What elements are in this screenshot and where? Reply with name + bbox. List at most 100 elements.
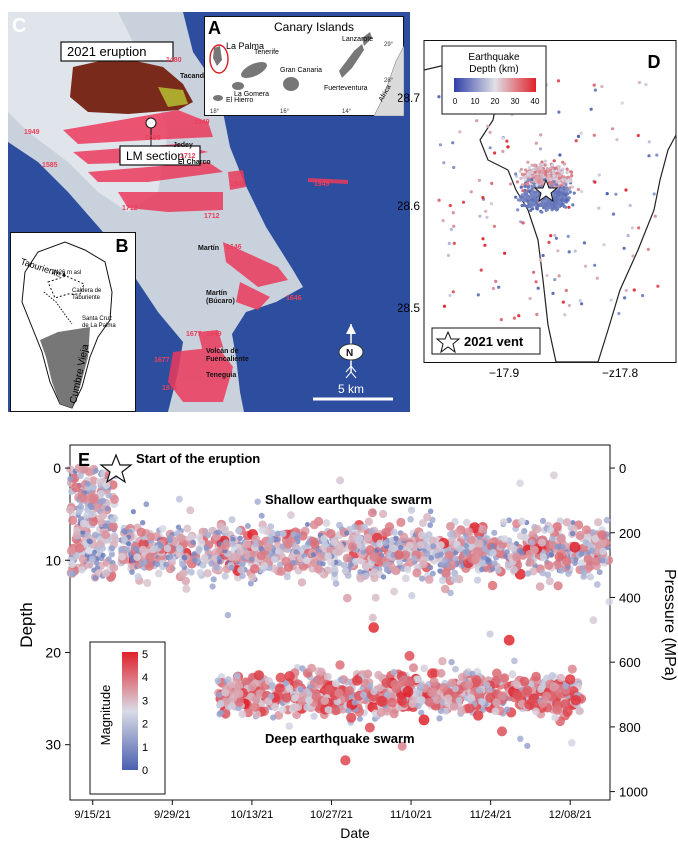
epicenter-point [530, 163, 534, 167]
earthquake-point [489, 543, 496, 549]
label-el-hierro: El Hierro [226, 97, 253, 104]
earthquake-point [393, 535, 399, 541]
annotation-deep: Deep earthquake swarm [265, 731, 415, 746]
epicenter-point [605, 192, 609, 196]
earthquake-point [330, 538, 339, 547]
x-tick-label: 9/15/21 [74, 809, 111, 821]
earthquake-point [203, 545, 210, 552]
epicenter-point [560, 181, 564, 185]
earthquake-point [443, 561, 450, 568]
earthquake-point [467, 535, 476, 545]
earthquake-point [486, 630, 494, 638]
earthquake-point [279, 530, 287, 538]
epicenter-point [560, 171, 564, 175]
epicenter-point [636, 133, 640, 138]
earthquake-point [418, 709, 425, 716]
epicenter-point [561, 167, 565, 171]
eruption-start-star-icon [99, 453, 133, 484]
earthquake-point [347, 542, 358, 552]
earthquake-point [427, 522, 434, 528]
earthquake-point [133, 553, 141, 561]
epicenter-point [478, 214, 482, 218]
label-tenerife: Tenerife [254, 49, 279, 56]
epicenter-point [518, 198, 522, 202]
earthquake-point [599, 547, 607, 556]
epicenter-point [624, 288, 628, 293]
earthquake-point [437, 568, 443, 574]
north-label: N [346, 348, 353, 359]
epicenter-point [499, 318, 503, 322]
epicenter-point [535, 183, 539, 187]
epicenter-point [547, 240, 551, 244]
label-lanzarote: Lanzarote [342, 36, 373, 43]
earthquake-point [125, 541, 131, 547]
year-label: 1677 [186, 331, 202, 338]
earthquake-point [208, 560, 215, 567]
epicenter-point [630, 226, 634, 230]
earthquake-point [516, 532, 525, 540]
epicenter-point [535, 179, 539, 183]
earthquake-point [263, 542, 273, 552]
earthquake-point [67, 475, 74, 482]
earthquake-point [274, 683, 285, 694]
earthquake-point [118, 546, 126, 553]
earthquake-point [512, 552, 521, 562]
epicenter-point [520, 193, 524, 197]
epicenter-point [564, 205, 568, 209]
epicenter-point [452, 224, 456, 228]
earthquake-point [380, 574, 387, 580]
earthquake-point [88, 517, 98, 527]
earthquake-point [331, 570, 338, 577]
earthquake-point [89, 483, 97, 491]
epicenter-point [483, 243, 487, 247]
earthquake-point [427, 508, 434, 515]
earthquake-point [247, 682, 257, 692]
earthquake-point [548, 672, 556, 680]
earthquake-point [524, 742, 531, 749]
epicenter-point [523, 199, 527, 203]
earthquake-point [437, 541, 445, 549]
lon-tick: 16° [280, 109, 290, 115]
africa-coast [373, 45, 404, 116]
lm-section-marker [145, 117, 157, 129]
epicenter-point [521, 221, 525, 225]
epicenter-point [446, 253, 450, 257]
epicenter-point [637, 226, 641, 230]
earthquake-point [85, 560, 94, 569]
epicenter-point [595, 276, 599, 280]
epicenter-point [614, 192, 618, 196]
y2-tick-label: 800 [619, 720, 641, 735]
earthquake-point [370, 688, 378, 696]
earthquake-point [548, 552, 554, 558]
earthquake-point [320, 561, 326, 567]
epicenter-point [655, 153, 659, 157]
epicenter-point [548, 168, 553, 172]
earthquake-point [304, 522, 310, 527]
y-tick-label: 30 [45, 737, 61, 753]
magnitude-tick: 4 [142, 672, 148, 684]
earthquake-point [452, 665, 459, 673]
earthquake-point [549, 682, 559, 691]
epicenter-point [538, 162, 542, 166]
year-label: 1585 [145, 135, 161, 142]
earthquake-point [397, 741, 407, 751]
panel-e-chart: 9/15/21 9/29/21 10/13/21 10/27/21 11/10/21 11… [17, 444, 678, 841]
panel-letter-d: D [648, 52, 661, 72]
earthquake-point [434, 552, 441, 559]
earthquake-point [330, 705, 341, 716]
earthquake-point [203, 569, 212, 578]
epicenter-point [570, 174, 574, 178]
epicenter-point [506, 145, 510, 149]
earthquake-point [281, 692, 292, 703]
epicenter-point [564, 178, 568, 182]
earthquake-point [258, 512, 265, 519]
earthquake-point [145, 552, 155, 562]
earthquake-point [545, 577, 554, 586]
panel-b-inset: B Taburiente 2426 m asl Caldera de Tabur… [10, 232, 136, 412]
magnitude-tick: 5 [142, 649, 148, 661]
earthquake-point [517, 735, 524, 742]
epicenter-point [641, 294, 645, 298]
epicenter-point [653, 214, 657, 218]
earthquake-point [163, 544, 172, 553]
callout-section: LM section [126, 149, 184, 163]
